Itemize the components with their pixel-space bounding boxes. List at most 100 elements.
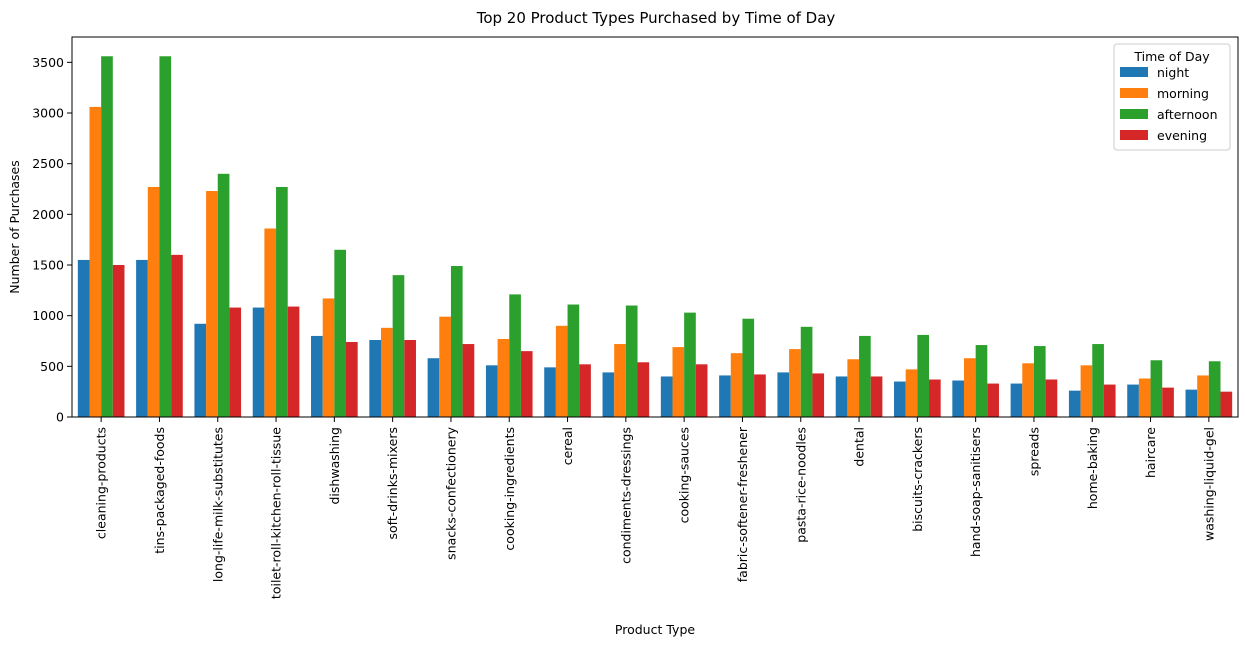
- bar-morning-condiments-dressings: [614, 344, 626, 417]
- y-axis: 0 500 1000 1500 2000 2500 3000 3500: [32, 55, 72, 425]
- y-axis-label: Number of Purchases: [7, 160, 22, 293]
- bar-night-spreads: [1010, 383, 1023, 417]
- bar-evening-spreads: [1045, 379, 1058, 417]
- bar-afternoon-toilet-roll-kitchen-roll-tissue: [276, 186, 288, 417]
- bar-morning-fabric-softener-freshener: [730, 353, 743, 417]
- bar-evening-cooking-sauces: [695, 364, 708, 417]
- bar-afternoon-condiments-dressings: [625, 305, 638, 417]
- x-tick-label: washing-liquid-gel: [1201, 427, 1216, 541]
- bar-night-snacks-confectionery: [427, 358, 440, 417]
- x-axis-label: Product Type: [615, 622, 695, 637]
- bar-night-cleaning-products: [77, 259, 90, 417]
- bar-morning-hand-soap-sanitisers: [963, 358, 976, 417]
- x-tick-label: spreads: [1026, 427, 1041, 476]
- x-tick-label: toilet-roll-kitchen-roll-tissue: [269, 427, 284, 599]
- legend-label-afternoon: afternoon: [1157, 107, 1218, 122]
- x-tick-label: hand-soap-sanitisers: [968, 427, 983, 557]
- bar-night-soft-drinks-mixers: [369, 339, 381, 417]
- x-tick-label: fabric-softener-freshener: [735, 426, 750, 582]
- legend-swatch-evening: [1120, 130, 1148, 140]
- bar-evening-haircare: [1162, 387, 1174, 417]
- bar-morning-dishwashing: [322, 298, 335, 417]
- bar-evening-soft-drinks-mixers: [404, 339, 416, 417]
- bar-morning-toilet-roll-kitchen-roll-tissue: [264, 228, 277, 417]
- x-tick-label: home-baking: [1085, 427, 1100, 509]
- bar-night-tins-packaged-foods: [136, 259, 148, 417]
- bar-morning-pasta-rice-noodles: [789, 349, 801, 417]
- y-tick-label: 3000: [32, 106, 64, 121]
- bar-night-dishwashing: [311, 335, 323, 417]
- bar-morning-soft-drinks-mixers: [380, 327, 393, 417]
- x-tick-label: snacks-confectionery: [443, 426, 458, 559]
- bar-afternoon-long-life-milk-substitutes: [217, 173, 230, 417]
- x-tick-label: pasta-rice-noodles: [793, 427, 808, 543]
- bar-night-biscuits-crackers: [894, 381, 906, 417]
- bar-morning-tins-packaged-foods: [147, 186, 160, 417]
- bar-night-fabric-softener-freshener: [719, 375, 731, 417]
- x-tick-label: tins-packaged-foods: [152, 427, 167, 554]
- bar-night-condiments-dressings: [602, 372, 615, 417]
- bar-night-cereal: [544, 367, 556, 417]
- bar-evening-dishwashing: [346, 342, 358, 417]
- bar-afternoon-spreads: [1033, 346, 1046, 417]
- x-tick-label: soft-drinks-mixers: [385, 427, 400, 540]
- bar-afternoon-haircare: [1150, 360, 1163, 417]
- bar-morning-home-baking: [1080, 365, 1093, 417]
- y-tick-label: 2000: [32, 207, 64, 222]
- bar-afternoon-pasta-rice-noodles: [800, 326, 813, 417]
- bar-afternoon-cooking-sauces: [684, 312, 696, 417]
- bar-morning-cleaning-products: [89, 106, 102, 418]
- y-tick-label: 0: [56, 410, 64, 425]
- y-tick-label: 500: [40, 359, 64, 374]
- x-tick-label: cleaning-products: [94, 427, 109, 539]
- legend-label-evening: evening: [1157, 128, 1207, 143]
- legend-swatch-morning: [1120, 88, 1148, 98]
- bar-afternoon-snacks-confectionery: [450, 266, 463, 417]
- bar-morning-cereal: [555, 325, 568, 417]
- bar-morning-cooking-ingredients: [497, 338, 510, 417]
- x-tick-label: biscuits-crackers: [910, 427, 925, 532]
- x-tick-label: cereal: [560, 427, 575, 465]
- bar-morning-biscuits-crackers: [905, 369, 918, 417]
- bar-evening-washing-liquid-gel: [1220, 391, 1233, 417]
- bar-evening-snacks-confectionery: [462, 344, 475, 417]
- bar-morning-snacks-confectionery: [439, 316, 451, 417]
- bar-afternoon-dental: [859, 335, 871, 417]
- legend-label-night: night: [1157, 65, 1189, 80]
- bar-afternoon-fabric-softener-freshener: [742, 318, 755, 417]
- bar-night-home-baking: [1068, 390, 1081, 417]
- x-tick-label: cooking-sauces: [677, 427, 692, 523]
- bar-afternoon-biscuits-crackers: [917, 334, 930, 417]
- bar-evening-cleaning-products: [112, 265, 125, 417]
- bar-morning-dental: [847, 359, 860, 417]
- y-tick-label: 1500: [32, 258, 64, 273]
- bar-night-dental: [835, 376, 848, 417]
- y-tick-label: 2500: [32, 156, 64, 171]
- bar-night-haircare: [1127, 384, 1139, 417]
- bar-evening-toilet-roll-kitchen-roll-tissue: [287, 306, 300, 417]
- bar-evening-condiments-dressings: [637, 362, 650, 417]
- y-tick-label: 1000: [32, 308, 64, 323]
- bar-afternoon-tins-packaged-foods: [159, 56, 172, 417]
- bar-afternoon-cereal: [567, 304, 580, 417]
- x-tick-label: condiments-dressings: [618, 427, 633, 564]
- bar-afternoon-home-baking: [1092, 344, 1104, 417]
- bar-evening-home-baking: [1103, 384, 1116, 417]
- bar-afternoon-washing-liquid-gel: [1208, 361, 1221, 417]
- bar-afternoon-soft-drinks-mixers: [392, 275, 405, 417]
- y-tick-label: 3500: [32, 55, 64, 70]
- x-tick-label: long-life-milk-substitutes: [210, 427, 225, 582]
- bar-morning-long-life-milk-substitutes: [206, 191, 218, 417]
- bar-evening-dental: [870, 376, 883, 417]
- legend-swatch-night: [1120, 67, 1148, 77]
- bar-evening-pasta-rice-noodles: [812, 373, 825, 417]
- bar-night-toilet-roll-kitchen-roll-tissue: [252, 307, 265, 417]
- bar-morning-haircare: [1138, 378, 1151, 417]
- legend-title: Time of Day: [1133, 49, 1210, 64]
- bar-night-pasta-rice-noodles: [777, 372, 790, 417]
- plot-frame: [71, 36, 1239, 418]
- x-tick-label: dishwashing: [327, 427, 342, 505]
- bar-evening-fabric-softener-freshener: [754, 374, 766, 417]
